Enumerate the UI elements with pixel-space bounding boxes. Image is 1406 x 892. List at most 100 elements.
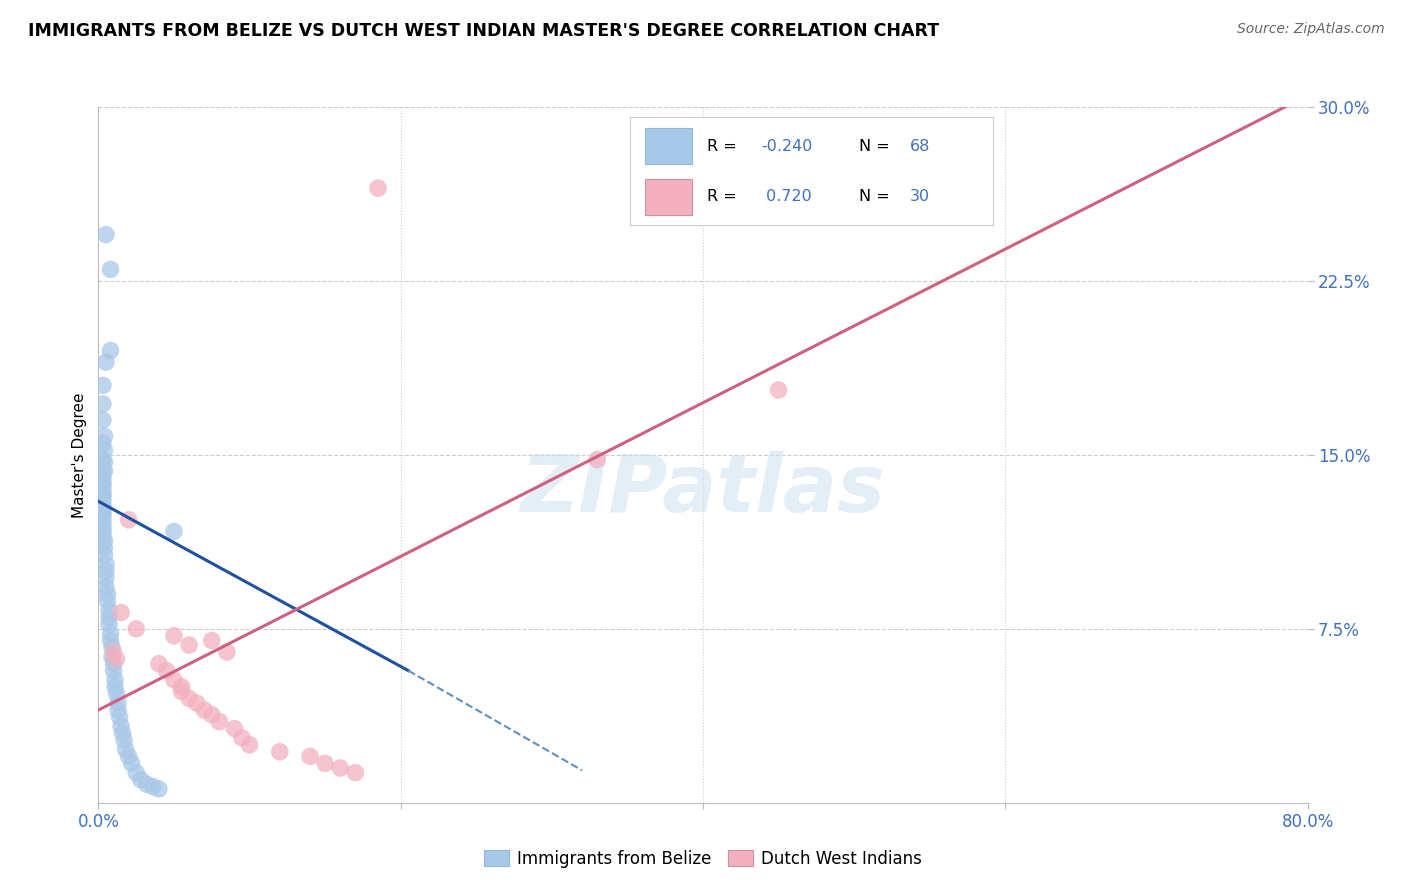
Point [314, 756, 336, 771]
Point [91, 508, 114, 523]
Point [111, 726, 134, 740]
Point [125, 622, 148, 636]
Text: ZIPatlas: ZIPatlas [520, 450, 886, 529]
Point [94, 580, 117, 594]
Point [91, 467, 114, 481]
Point [170, 680, 193, 694]
Point [91, 378, 114, 392]
Point [107, 703, 129, 717]
Point [105, 652, 128, 666]
Point [91, 524, 114, 539]
Point [91, 529, 114, 543]
Point [121, 756, 143, 771]
Point [93, 464, 115, 478]
Point [91, 436, 114, 450]
Point [104, 673, 127, 687]
Point [98, 617, 121, 632]
Point [193, 703, 215, 717]
Point [163, 673, 186, 687]
Point [91, 494, 114, 508]
Point [208, 714, 231, 729]
Text: Source: ZipAtlas.com: Source: ZipAtlas.com [1237, 22, 1385, 37]
Point [91, 506, 114, 520]
Point [170, 684, 193, 698]
Point [100, 343, 122, 358]
Point [94, 355, 117, 369]
Point [91, 487, 114, 501]
Point [93, 429, 115, 443]
Point [107, 696, 129, 710]
Point [177, 691, 201, 706]
Point [108, 710, 131, 724]
Point [93, 455, 115, 469]
Point [91, 499, 114, 513]
Point [224, 722, 246, 736]
Point [269, 745, 291, 759]
Point [118, 749, 141, 764]
Point [91, 483, 114, 497]
Point [239, 738, 262, 752]
Point [142, 780, 165, 794]
Y-axis label: Master's Degree: Master's Degree [72, 392, 87, 517]
Point [135, 777, 157, 791]
Point [91, 397, 114, 411]
Point [94, 564, 117, 578]
Point [93, 541, 115, 555]
Point [125, 765, 148, 780]
Point [231, 731, 253, 745]
Point [91, 459, 114, 474]
Point [163, 629, 186, 643]
Point [177, 638, 201, 652]
Point [91, 522, 114, 536]
Point [91, 490, 114, 504]
Point [91, 452, 114, 467]
Point [112, 733, 135, 747]
Point [101, 649, 124, 664]
Point [100, 626, 122, 640]
Point [118, 513, 141, 527]
Point [110, 719, 132, 733]
Point [91, 475, 114, 490]
Point [163, 524, 186, 539]
Point [101, 640, 124, 655]
Point [148, 781, 170, 796]
Point [186, 696, 208, 710]
Point [104, 680, 127, 694]
Point [93, 533, 115, 548]
Point [94, 571, 117, 585]
Text: IMMIGRANTS FROM BELIZE VS DUTCH WEST INDIAN MASTER'S DEGREE CORRELATION CHART: IMMIGRANTS FROM BELIZE VS DUTCH WEST IND… [28, 22, 939, 40]
Point [93, 443, 115, 458]
Point [91, 413, 114, 427]
Point [148, 657, 170, 671]
Point [586, 452, 609, 467]
Point [110, 606, 132, 620]
Point [96, 587, 118, 601]
Point [91, 536, 114, 550]
Point [129, 772, 152, 787]
Legend: Immigrants from Belize, Dutch West Indians: Immigrants from Belize, Dutch West India… [477, 843, 929, 874]
Point [103, 645, 125, 659]
Point [367, 181, 389, 195]
Point [201, 707, 224, 722]
Point [299, 749, 322, 764]
Point [94, 227, 117, 242]
Point [344, 765, 367, 780]
Point [93, 548, 115, 562]
Point [98, 603, 121, 617]
Point [100, 633, 122, 648]
Point [155, 664, 177, 678]
Point [201, 633, 224, 648]
Point [114, 742, 136, 756]
Point [91, 501, 114, 516]
Point [91, 513, 114, 527]
Point [94, 557, 117, 571]
Point [91, 478, 114, 492]
Point [105, 687, 128, 701]
Point [215, 645, 238, 659]
Point [103, 664, 125, 678]
Point [329, 761, 352, 775]
Point [96, 594, 118, 608]
Point [103, 657, 125, 671]
Point [100, 262, 122, 277]
Point [768, 383, 790, 397]
